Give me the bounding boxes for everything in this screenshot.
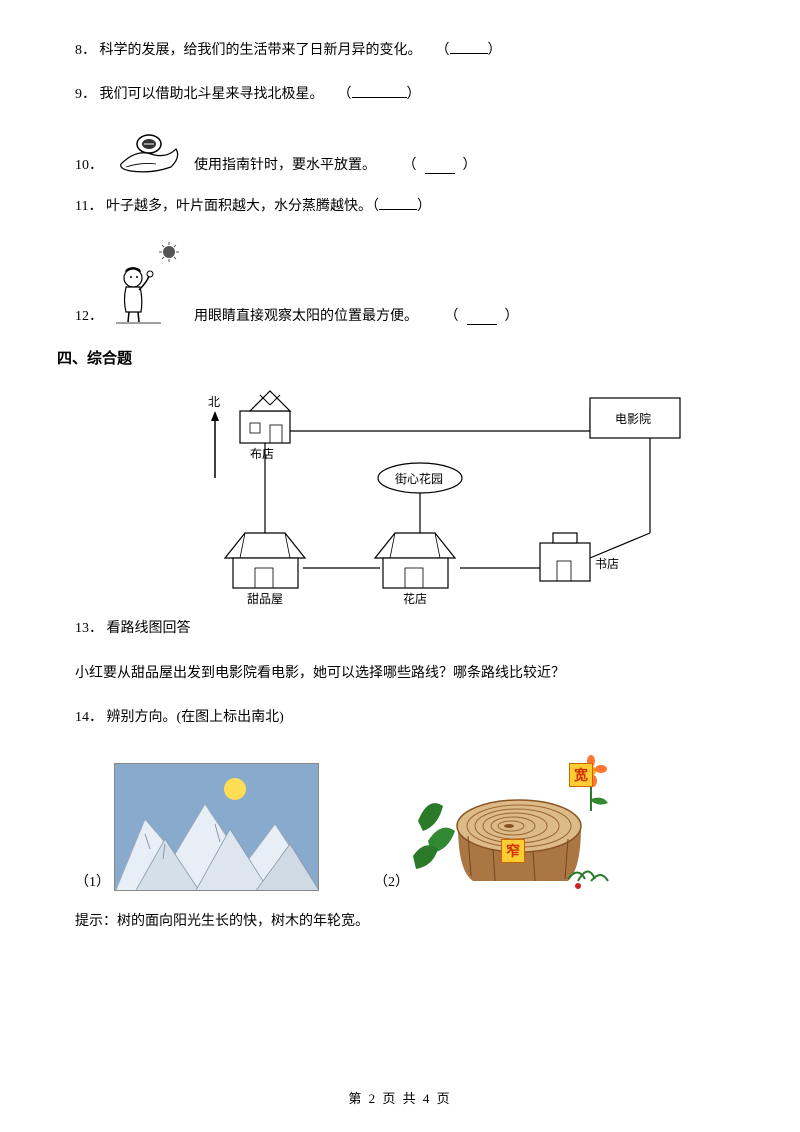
paren-open: （ — [338, 87, 352, 102]
section-4-title: 四、综合题 — [57, 347, 725, 368]
paren-close: ） — [488, 43, 502, 58]
q8-text: 科学的发展，给我们的生活带来了日新月异的变化。 — [100, 43, 422, 58]
building-flower: 花店 — [375, 533, 455, 606]
svg-text:甜品屋: 甜品屋 — [247, 592, 283, 606]
q13-text: 看路线图回答 — [107, 621, 191, 636]
blank-8[interactable] — [450, 53, 488, 54]
paren-close: ） — [463, 154, 477, 174]
q11-text: 叶子越多，叶片面积越大，水分蒸腾越快。（ — [106, 199, 379, 214]
q11-num: 11． — [75, 199, 102, 214]
blank-9[interactable] — [352, 97, 407, 98]
blank-11[interactable] — [379, 209, 417, 210]
question-13-sub: 小红要从甜品屋出发到电影院看电影，她可以选择哪些路线？哪条路线比较近？ — [75, 663, 725, 685]
paren-close: ） — [407, 87, 421, 102]
q9-num: 9． — [75, 87, 96, 102]
blank-10[interactable] — [425, 173, 455, 174]
garden-oval: 街心花园 — [378, 463, 462, 493]
paren-open: （ — [436, 43, 450, 58]
q8-num: 8． — [75, 43, 96, 58]
svg-text:街心花园: 街心花园 — [395, 471, 443, 486]
building-bustore: 布店 — [240, 391, 290, 461]
photo-row: （1） （2） — [75, 751, 725, 891]
question-13: 13． 看路线图回答 — [75, 618, 725, 640]
page-footer: 第 2 页 共 4 页 — [0, 1088, 800, 1107]
landscape-image — [114, 763, 319, 891]
building-cinema: 电影院 — [590, 398, 680, 438]
tree-stump-image: 宽 窄 — [413, 751, 618, 891]
q10-text: 使用指南针时，要水平放置。 — [194, 154, 376, 174]
photo-1-label: （1） — [75, 871, 110, 891]
tag-narrow: 窄 — [501, 839, 525, 863]
question-10: 10． 使用指南针时，要水平放置。 （ ） — [75, 129, 725, 174]
svg-text:书店: 书店 — [595, 557, 619, 571]
north-label: 北 — [208, 395, 220, 409]
building-bookstore: 书店 — [540, 533, 619, 581]
q10-num: 10． — [75, 154, 103, 174]
paren-open: （ — [445, 305, 459, 325]
question-11: 11． 叶子越多，叶片面积越大，水分蒸腾越快。（ ） — [75, 196, 725, 218]
tag-wide: 宽 — [569, 763, 593, 787]
paren-open: （ — [403, 154, 417, 174]
question-14: 14． 辨别方向。(在图上标出南北) — [75, 707, 725, 729]
question-12: 12． 用眼睛直接观察太阳的位置最方便。 （ ） — [75, 240, 725, 325]
route-map-diagram: 北 布店 电影院 街心花园 — [195, 383, 685, 608]
compass-image — [111, 129, 186, 174]
question-9: 9． 我们可以借助北斗星来寻找北极星。 （ ） — [75, 84, 725, 106]
svg-text:花店: 花店 — [403, 591, 427, 606]
building-dessert: 甜品屋 — [225, 533, 305, 606]
q9-text: 我们可以借助北斗星来寻找北极星。 — [100, 87, 324, 102]
q13-num: 13． — [75, 621, 103, 636]
child-sun-image — [111, 240, 186, 325]
svg-text:布店: 布店 — [250, 447, 274, 461]
photo-1-item: （1） — [75, 763, 319, 891]
q12-num: 12． — [75, 305, 103, 325]
blank-12[interactable] — [467, 324, 497, 325]
photo-2-label: （2） — [374, 871, 409, 891]
q14-num: 14． — [75, 710, 103, 725]
question-8: 8． 科学的发展，给我们的生活带来了日新月异的变化。 （ ） — [75, 40, 725, 62]
paren-close: ） — [505, 305, 519, 325]
photo-2-item: （2） — [374, 751, 618, 891]
q12-text: 用眼睛直接观察太阳的位置最方便。 — [194, 305, 418, 325]
q14-text: 辨别方向。(在图上标出南北) — [107, 710, 284, 725]
svg-text:电影院: 电影院 — [615, 412, 651, 426]
paren-close: ） — [417, 199, 431, 214]
q14-hint: 提示：树的面向阳光生长的快，树木的年轮宽。 — [75, 911, 725, 933]
